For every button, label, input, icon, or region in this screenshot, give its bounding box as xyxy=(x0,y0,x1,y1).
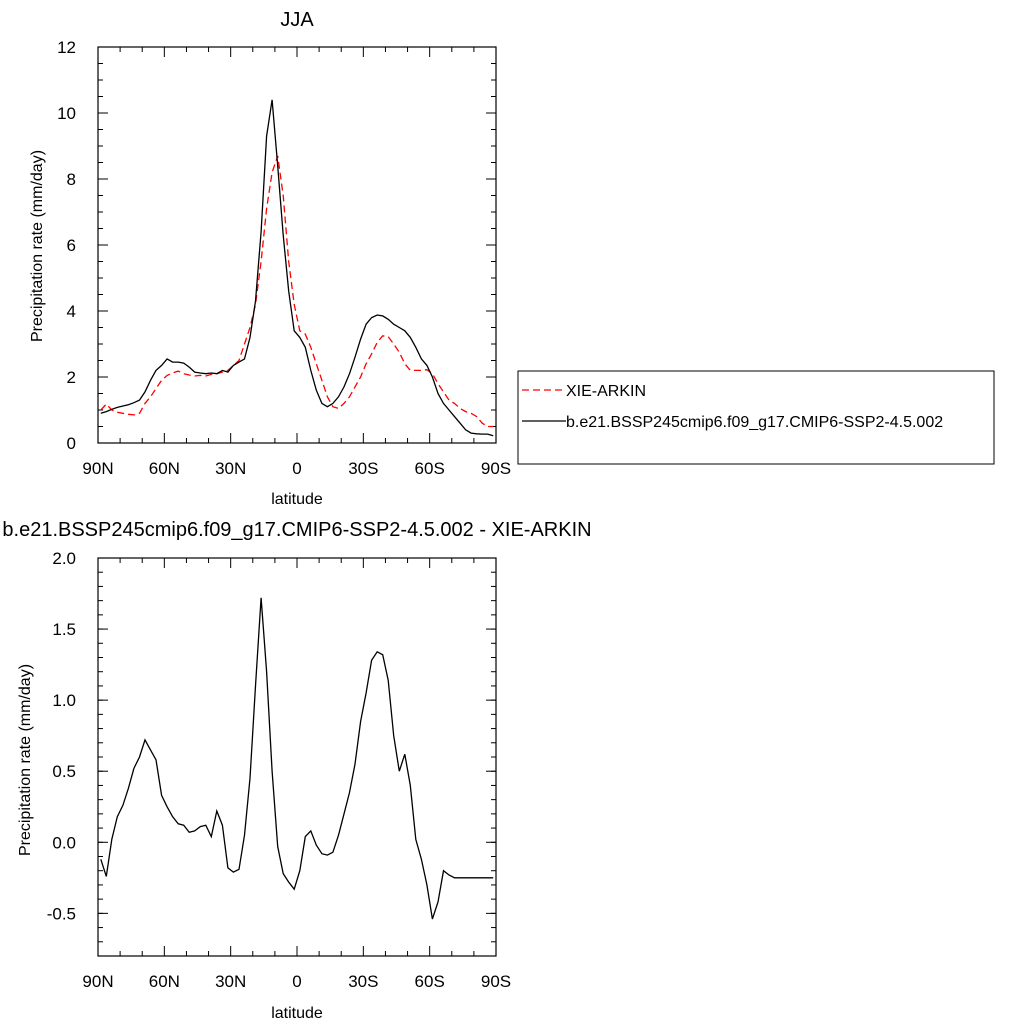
top-chart-ytick-label: 4 xyxy=(67,302,76,321)
bottom-chart-xtick-label: 90S xyxy=(481,972,511,991)
bottom-chart-xtick-label: 0 xyxy=(292,972,301,991)
bottom-chart-xtick-label: 30N xyxy=(215,972,246,991)
bottom-chart-xtick-label: 90N xyxy=(82,972,113,991)
bottom-chart-ylabel: Precipitation rate (mm/day) xyxy=(17,664,34,856)
bottom-chart-ytick-label: 2.0 xyxy=(52,549,76,568)
bottom-chart-xlabel: latitude xyxy=(271,1005,323,1022)
bottom-chart-ytick-label: 1.0 xyxy=(52,691,76,710)
top-chart-frame xyxy=(97,46,497,444)
top-chart-xtick-label: 30N xyxy=(215,459,246,478)
bottom-chart-title: b.e21.BSSP245cmip6.f09_g17.CMIP6-SSP2-4.… xyxy=(2,519,591,541)
legend-label-model: b.e21.BSSP245cmip6.f09_g17.CMIP6-SSP2-4.… xyxy=(566,414,943,431)
bottom-chart-ytick-label: 1.5 xyxy=(52,620,76,639)
top-chart-ytick-label: 2 xyxy=(67,368,76,387)
bottom-chart-series xyxy=(100,597,494,920)
top-chart-xtick-label: 60N xyxy=(149,459,180,478)
legend-label-xie-arkin: XIE-ARKIN xyxy=(566,383,646,400)
top-chart-xlabel: latitude xyxy=(271,491,323,508)
top-chart-xtick-label: 0 xyxy=(292,459,301,478)
top-chart-ytick-label: 10 xyxy=(57,104,76,123)
bottom-chart-ytick-label: -0.5 xyxy=(47,904,76,923)
top-chart-xtick-label: 90N xyxy=(82,459,113,478)
top-chart-ytick-label: 6 xyxy=(67,236,76,255)
legend: XIE-ARKIN b.e21.BSSP245cmip6.f09_g17.CMI… xyxy=(517,370,995,465)
bottom-chart-frame xyxy=(97,557,497,957)
top-chart-ticks: 90N 60N 30N 0 30S 60S 90S 0 2 4 6 8 10 12 xyxy=(57,38,511,478)
bottom-chart-ytick-label: 0.5 xyxy=(52,762,76,781)
legend-box xyxy=(517,370,995,465)
top-chart-series xyxy=(100,99,494,437)
bottom-chart-series-line-0 xyxy=(100,597,494,920)
top-chart-xtick-label: 90S xyxy=(481,459,511,478)
top-chart-xtick-label: 60S xyxy=(415,459,445,478)
top-chart-ytick-label: 12 xyxy=(57,38,76,57)
bottom-chart-xtick-label: 60N xyxy=(149,972,180,991)
bottom-chart-ticks: 90N 60N 30N 0 30S 60S 90S -0.5 0.0 0.5 1.0 1.5 2.0 xyxy=(47,549,511,991)
top-chart-ylabel: Precipitation rate (mm/day) xyxy=(29,150,46,342)
bottom-chart: b.e21.BSSP245cmip6.f09_g17.CMIP6-SSP2-4.… xyxy=(2,519,591,1022)
bottom-chart-xtick-label: 30S xyxy=(348,972,378,991)
top-chart-ytick-label: 0 xyxy=(67,434,76,453)
bottom-chart-ytick-label: 0.0 xyxy=(52,833,76,852)
top-chart: JJA Precipitation rate (mm/day) latitude… xyxy=(29,9,511,508)
top-chart-xtick-label: 30S xyxy=(348,459,378,478)
top-chart-title: JJA xyxy=(280,9,314,31)
top-chart-ytick-label: 8 xyxy=(67,170,76,189)
bottom-chart-xtick-label: 60S xyxy=(415,972,445,991)
top-chart-series-line-1 xyxy=(100,99,494,437)
top-chart-series-line-0 xyxy=(100,155,494,428)
